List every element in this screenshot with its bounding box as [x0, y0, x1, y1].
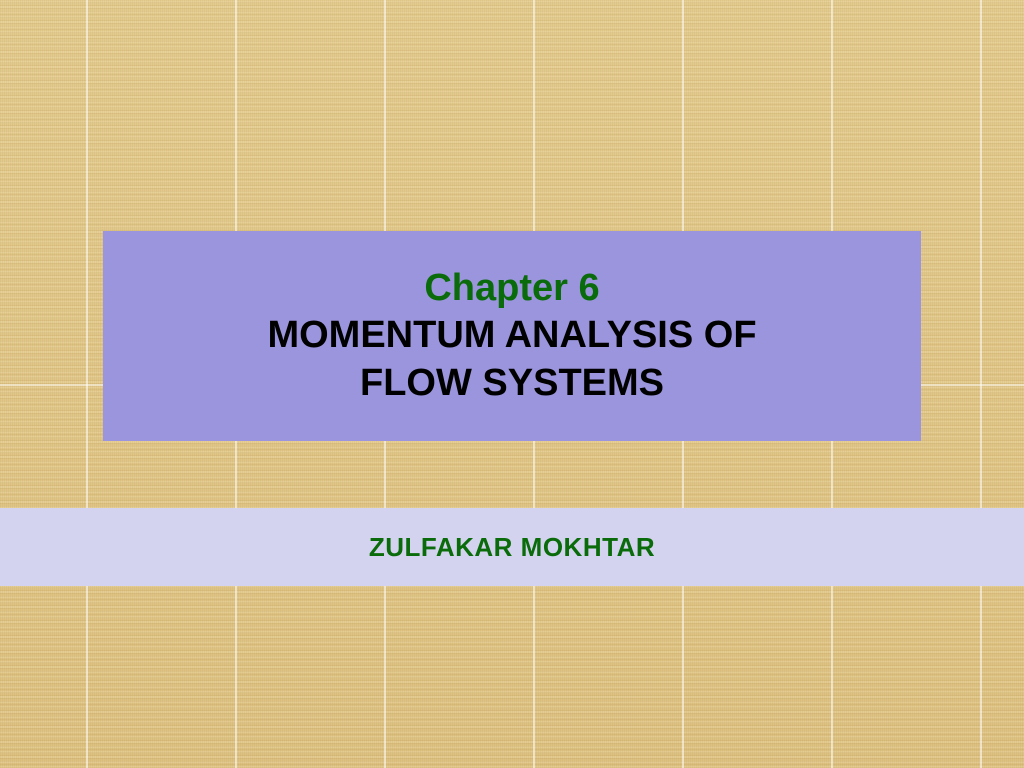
- author-name: ZULFAKAR MOKHTAR: [369, 532, 655, 563]
- chapter-label: Chapter 6: [424, 265, 599, 313]
- title-line-2: FLOW SYSTEMS: [360, 360, 664, 408]
- title-line-1: MOMENTUM ANALYSIS OF: [267, 312, 756, 360]
- author-bar: ZULFAKAR MOKHTAR: [0, 508, 1024, 586]
- title-box: Chapter 6 MOMENTUM ANALYSIS OF FLOW SYST…: [103, 231, 921, 441]
